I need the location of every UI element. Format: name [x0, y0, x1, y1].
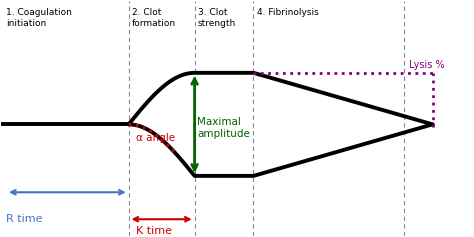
- Text: 2. Clot
formation: 2. Clot formation: [132, 9, 176, 28]
- Text: 3. Clot
strength: 3. Clot strength: [198, 9, 236, 28]
- Text: K time: K time: [136, 226, 172, 236]
- Text: 1. Coagulation
initiation: 1. Coagulation initiation: [6, 9, 72, 28]
- Text: 4. Fibrinolysis: 4. Fibrinolysis: [257, 9, 319, 17]
- Text: α angle: α angle: [136, 133, 175, 143]
- Text: R time: R time: [6, 214, 43, 224]
- Text: Maximal
amplitude: Maximal amplitude: [197, 117, 250, 139]
- Text: Lysis %: Lysis %: [409, 60, 445, 70]
